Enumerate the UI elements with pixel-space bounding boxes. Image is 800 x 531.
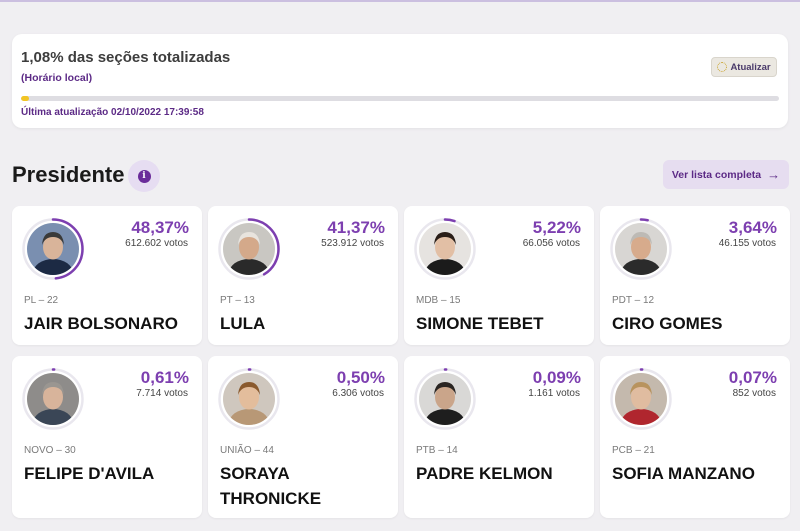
vote-share-ring [21,367,85,431]
top-divider [0,0,800,2]
candidate-photo [615,373,667,425]
candidate-card[interactable]: 0,09% 1.161 votos PTB – 14 PADRE KELMON [404,356,594,518]
vote-percentage: 48,37% [131,218,189,237]
candidate-card[interactable]: 3,64% 46.155 votos PDT – 12 CIRO GOMES [600,206,790,345]
ring-progress [414,368,476,430]
vote-count: 46.155 votos [718,238,776,249]
party-number: MDB – 15 [416,295,461,306]
candidate-card[interactable]: 0,61% 7.714 votos NOVO – 30 FELIPE D'AVILA [12,356,202,518]
vote-share-ring [217,217,281,281]
party-number: PDT – 12 [612,295,655,306]
vote-share-ring [21,217,85,281]
vote-count: 6.306 votos [332,388,384,399]
info-icon: i [137,169,151,183]
local-time-label: (Horário local) [21,72,93,84]
candidate-photo [27,373,79,425]
vote-share-ring [609,367,673,431]
vote-count: 1.161 votos [528,388,580,399]
candidate-name: JAIR BOLSONARO [24,314,178,333]
candidate-name: PADRE KELMON [416,464,553,483]
ring-progress [218,218,280,280]
ring-progress [610,368,672,430]
candidate-name: SORAYA THRONICKE [220,464,322,508]
vote-share-ring [413,217,477,281]
vote-percentage: 41,37% [327,218,385,237]
candidate-name: LULA [220,314,266,333]
progress-fill [21,96,30,101]
full-list-button[interactable]: Ver lista completa → [663,160,789,189]
vote-share-ring [413,367,477,431]
vote-count: 7.714 votos [136,388,188,399]
candidate-card[interactable]: 5,22% 66.056 votos MDB – 15 SIMONE TEBET [404,206,594,345]
vote-count: 612.602 votos [125,238,188,249]
vote-count: 66.056 votos [522,238,580,249]
vote-share-ring [217,367,281,431]
last-update-text: Última atualização 02/10/2022 17:39:58 [21,107,204,118]
candidate-name: FELIPE D'AVILA [24,464,155,483]
candidate-photo [419,223,471,275]
ring-progress [414,218,476,280]
refresh-button[interactable]: Atualizar [711,57,777,77]
vote-percentage: 0,50% [336,368,385,387]
candidate-name: SOFIA MANZANO [612,464,755,483]
ring-progress [218,368,280,430]
candidate-card[interactable]: 48,37% 612.602 votos PL – 22 JAIR BOLSONARO [12,206,202,345]
candidate-card[interactable]: 0,50% 6.306 votos UNIÃO – 44 SORAYA THRONIC… [208,356,398,518]
info-button[interactable]: i [128,160,160,192]
party-number: NOVO – 30 [24,445,76,456]
candidate-photo [223,223,275,275]
ring-progress [610,218,672,280]
full-list-label: Ver lista completa [671,168,762,181]
vote-count: 523.912 votos [321,238,384,249]
vote-percentage: 3,64% [728,218,777,237]
candidate-photo [223,373,275,425]
arrow-right-icon: → [767,167,781,182]
candidate-photo [615,223,667,275]
ring-progress [22,368,84,430]
candidate-card[interactable]: 41,37% 523.912 votos PT – 13 LULA [208,206,398,345]
sections-totalized-text: 1,08% das seções totalizadas [21,49,231,66]
party-number: UNIÃO – 44 [220,445,274,456]
vote-percentage: 5,22% [532,218,581,237]
candidate-photo [419,373,471,425]
section-title: Presidente [12,162,125,187]
party-number: PTB – 14 [416,445,458,456]
vote-percentage: 0,07% [728,368,777,387]
candidate-card[interactable]: 0,07% 852 votos PCB – 21 SOFIA MANZANO [600,356,790,518]
party-number: PL – 22 [24,295,59,306]
party-number: PCB – 21 [612,445,655,456]
refresh-label: Atualizar [730,61,771,73]
refresh-icon [717,62,728,72]
vote-count: 852 votos [732,388,776,399]
vote-percentage: 0,09% [532,368,581,387]
candidate-photo [27,223,79,275]
candidate-name: CIRO GOMES [612,314,723,333]
party-number: PT – 13 [220,295,255,306]
vote-percentage: 0,61% [140,368,189,387]
vote-share-ring [609,217,673,281]
progress-bar [21,96,779,101]
ring-progress [22,218,84,280]
candidate-name: SIMONE TEBET [416,314,544,333]
status-card: 1,08% das seções totalizadas (Horário lo… [12,34,788,128]
